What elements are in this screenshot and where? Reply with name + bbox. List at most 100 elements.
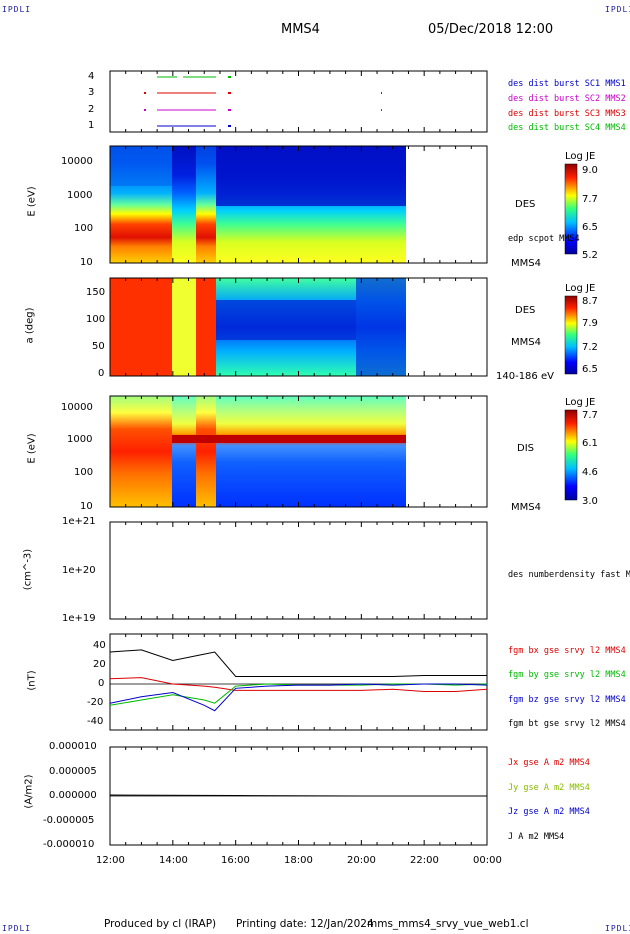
time-tick: 00:00 — [473, 855, 502, 866]
current-panel — [109, 746, 488, 846]
burst-ytick: 3 — [88, 87, 95, 98]
current-legend-jz: Jz gse A m2 MMS4 — [508, 807, 590, 817]
des-pitch-ytick: 150 — [86, 287, 106, 298]
dis-energy-label: DIS — [517, 443, 534, 454]
corner-label-top-left: IPDLI — [2, 5, 32, 14]
des-pitch-colorbar — [564, 295, 578, 375]
current-ytick: -0.000010 — [43, 839, 95, 850]
density-panel — [109, 521, 488, 620]
dis-energy-map-burst — [196, 396, 216, 507]
des-energy-ytick: 10 — [80, 257, 93, 268]
bfield-ytick: 20 — [93, 659, 106, 670]
bfield-legend-bt: fgm bt gse srvy l2 MMS4 — [508, 719, 626, 729]
des-pitch-ylabel: a (deg) — [24, 307, 36, 344]
des-energy-cbar-tick: 9.0 — [582, 165, 598, 176]
des-energy-sublabel: edp scpot MMS4 — [508, 234, 580, 244]
burst-point — [228, 109, 231, 111]
des-energy-map-top — [110, 146, 172, 186]
des-pitch-map-dip — [216, 300, 356, 340]
dis-energy-beam — [172, 435, 406, 443]
density-ytick: 1e+20 — [62, 565, 96, 576]
corner-label-top-right: IPDLI — [605, 5, 630, 14]
spacecraft-title: MMS4 — [281, 22, 320, 37]
bfield-panel — [109, 633, 488, 731]
density-ytick: 1e+21 — [62, 516, 96, 527]
bfield-frame — [109, 633, 488, 731]
des-pitch-panel — [109, 277, 488, 377]
dis-energy-ylabel: E (eV) — [26, 433, 38, 464]
des-energy-ylabel: E (eV) — [26, 186, 38, 217]
date-title: 05/Dec/2018 12:00 — [428, 22, 554, 37]
des-energy-cbar-tick: 6.5 — [582, 222, 598, 233]
density-ylabel: (cm^-3) — [22, 548, 34, 591]
dis-energy-cbar-tick: 7.7 — [582, 410, 598, 421]
burst-legend-sc3: des dist burst SC3 MMS3 — [508, 109, 626, 119]
bfield-ytick: -40 — [87, 716, 104, 727]
des-pitch-range: 140-186 eV — [496, 371, 554, 382]
des-energy-cbar-tick: 7.7 — [582, 194, 598, 205]
burst-ytick: 1 — [88, 120, 95, 131]
burst-ytick: 2 — [88, 104, 95, 115]
burst-point — [228, 92, 231, 94]
current-ytick: 0.000005 — [49, 766, 97, 777]
bz-series — [109, 683, 488, 712]
current-ylabel: (A/m2) — [23, 774, 35, 809]
dis-energy-map-early — [110, 396, 172, 507]
des-energy-ytick: 1000 — [67, 190, 93, 201]
burst-point — [381, 92, 382, 94]
density-frame — [109, 521, 488, 620]
des-energy-label: DES — [515, 199, 536, 210]
des-pitch-label: DES — [515, 305, 536, 316]
dis-energy-ytick: 1000 — [67, 434, 93, 445]
dis-energy-cbar-title: Log JE — [565, 397, 596, 408]
corner-label-bottom-right: IPDLI — [605, 924, 630, 933]
bfield-ytick: -20 — [87, 697, 104, 708]
des-energy-panel — [109, 145, 488, 264]
footer-file: mms_mms4_srvy_vue_web1.cl — [367, 918, 529, 930]
footer-produced: Produced by cl (IRAP) — [104, 918, 217, 930]
time-tick: 14:00 — [159, 855, 188, 866]
current-ytick: -0.000005 — [43, 815, 95, 826]
des-pitch-cbar-tick: 6.5 — [582, 364, 598, 375]
dis-energy-cbar-tick: 3.0 — [582, 496, 598, 507]
dis-energy-ytick: 10000 — [61, 402, 93, 413]
burst-ytick: 4 — [88, 71, 95, 82]
time-tick: 20:00 — [347, 855, 376, 866]
burst-panel-frame — [109, 70, 488, 133]
dis-energy-panel — [109, 395, 488, 508]
des-energy-colorbar — [564, 163, 578, 255]
bfield-legend-bz: fgm bz gse srvy l2 MMS4 — [508, 695, 626, 705]
des-pitch-cbar-tick: 7.9 — [582, 318, 598, 329]
des-pitch-sc: MMS4 — [511, 337, 541, 348]
time-tick: 22:00 — [410, 855, 439, 866]
burst-legend-sc2: des dist burst SC2 MMS2 — [508, 94, 626, 104]
burst-panel — [109, 70, 488, 133]
des-pitch-map-gap — [172, 278, 196, 376]
des-energy-map-burst — [196, 146, 216, 263]
current-legend-j: J A m2 MMS4 — [508, 832, 565, 842]
burst-point — [381, 109, 382, 111]
bfield-ytick: 40 — [93, 640, 106, 651]
density-legend: des numberdensity fast M — [508, 570, 630, 580]
des-pitch-map-burst — [196, 278, 216, 376]
des-energy-map-cold — [216, 146, 406, 206]
des-pitch-cbar-tick: 7.2 — [582, 342, 598, 353]
dis-energy-cbar-tick: 4.6 — [582, 467, 598, 478]
des-pitch-ytick: 50 — [92, 341, 105, 352]
des-energy-map-gap — [172, 146, 196, 263]
burst-legend-sc4: des dist burst SC4 MMS4 — [508, 123, 626, 133]
bfield-ytick: 0 — [98, 678, 105, 689]
des-pitch-cbar-tick: 8.7 — [582, 296, 598, 307]
burst-legend-sc1: des dist burst SC1 MMS1 — [508, 79, 626, 89]
current-legend-jy: Jy gse A m2 MMS4 — [508, 783, 590, 793]
dis-energy-ytick: 10 — [80, 501, 93, 512]
current-ytick: 0.000010 — [49, 741, 97, 752]
time-tick: 18:00 — [284, 855, 313, 866]
bfield-legend-by: fgm by gse srvy l2 MMS4 — [508, 670, 626, 680]
footer-printing-date: Printing date: 12/Jan/2024 — [236, 918, 374, 930]
des-pitch-ytick: 100 — [86, 314, 106, 325]
des-pitch-ytick: 0 — [98, 368, 105, 379]
des-pitch-map-early — [110, 278, 172, 376]
dis-energy-cbar-tick: 6.1 — [582, 438, 598, 449]
dis-energy-ytick: 100 — [74, 467, 94, 478]
